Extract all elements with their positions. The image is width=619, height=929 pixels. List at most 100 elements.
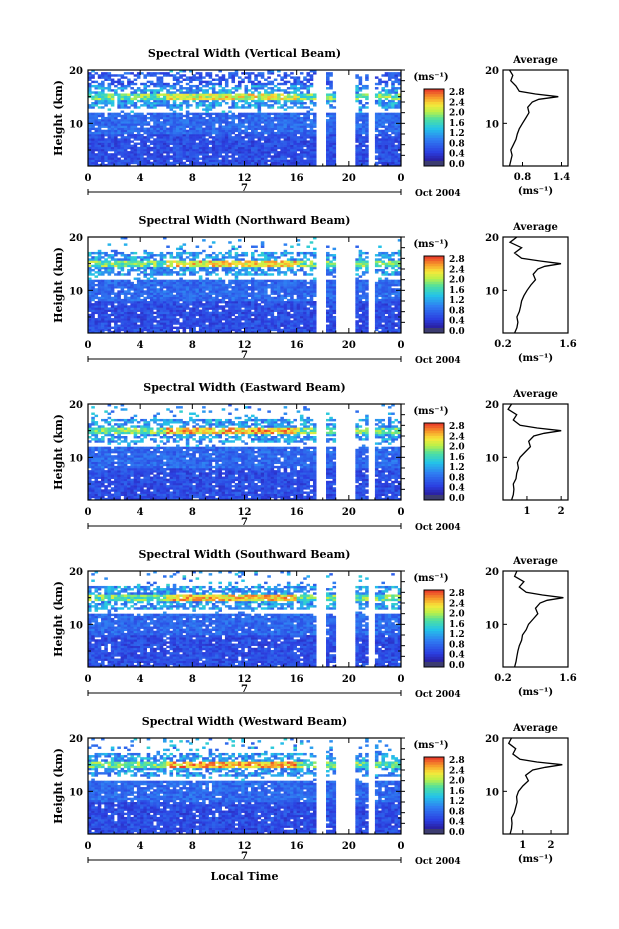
heatmap-cell: [120, 281, 125, 285]
heatmap-cell: [286, 153, 291, 156]
heatmap-cell: [162, 97, 167, 101]
heatmap-cell: [107, 313, 112, 317]
heatmap-cell: [260, 159, 265, 163]
heatmap-cell: [257, 296, 262, 300]
heatmap-cell: [247, 93, 252, 96]
heatmap-cell: [198, 161, 203, 165]
heatmap-cell: [114, 138, 118, 141]
heatmap-cell: [267, 328, 271, 332]
heatmap-cell: [195, 76, 200, 79]
heatmap-cell: [94, 153, 99, 156]
heatmap-cell: [270, 324, 275, 327]
heatmap-cell: [264, 260, 268, 263]
heatmap-cell: [192, 112, 196, 116]
heatmap-cell: [397, 134, 402, 137]
heatmap-cell: [293, 144, 297, 148]
heatmap-cell: [241, 123, 245, 126]
heatmap-cell: [179, 292, 183, 295]
heatmap-cell: [283, 108, 288, 111]
heatmap-cell: [290, 84, 294, 88]
heatmap-cell: [251, 318, 255, 321]
heatmap-cell: [208, 322, 213, 325]
heatmap-cell: [231, 311, 236, 315]
heatmap-cell: [273, 84, 278, 88]
heatmap-cell: [224, 161, 229, 165]
heatmap-cell: [296, 138, 301, 141]
heatmap-cell: [215, 322, 219, 325]
heatmap-cell: [101, 76, 105, 79]
heatmap-cell: [117, 119, 121, 122]
heatmap-cell: [117, 258, 121, 261]
heatmap-cell: [153, 121, 157, 124]
heatmap-cell: [166, 116, 170, 120]
heatmap-cell: [189, 80, 193, 84]
heatmap-cell: [378, 142, 382, 145]
heatmap-cell: [159, 131, 164, 135]
heatmap-cell: [355, 97, 359, 101]
heatmap-cell: [189, 121, 193, 124]
heatmap-cell: [254, 303, 258, 306]
heatmap-cell: [264, 148, 268, 152]
heatmap-cell: [244, 114, 249, 118]
heatmap-cell: [277, 290, 281, 293]
heatmap-cell: [211, 157, 216, 160]
heatmap-cell: [146, 155, 151, 158]
heatmap-cell: [107, 322, 112, 325]
heatmap-cell: [94, 301, 99, 304]
heatmap-cell: [237, 318, 242, 321]
heatmap-cell: [208, 301, 213, 304]
heatmap-cell: [88, 303, 92, 306]
heatmap-cell: [104, 134, 108, 137]
heatmap-cell: [309, 121, 314, 124]
heatmap-cell: [130, 258, 134, 261]
heatmap-cell: [361, 163, 366, 167]
heatmap-cell: [273, 89, 278, 92]
heatmap-cell: [361, 84, 366, 88]
heatmap-cell: [374, 95, 379, 99]
heatmap-cell: [195, 89, 200, 92]
heatmap-cell: [153, 326, 157, 330]
heatmap-cell: [332, 146, 337, 150]
heatmap-cell: [120, 119, 125, 122]
heatmap-cell: [270, 159, 275, 163]
heatmap-cell: [277, 161, 281, 165]
heatmap-cell: [280, 114, 284, 118]
heatmap-cell: [221, 121, 226, 124]
heatmap-cell: [136, 292, 141, 295]
heatmap-cell: [260, 93, 265, 96]
heatmap-cell: [149, 303, 154, 306]
heatmap-cell: [159, 138, 164, 141]
heatmap-cell: [387, 106, 392, 109]
heatmap-cell: [189, 290, 193, 293]
heatmap-cell: [257, 273, 262, 276]
heatmap-cell: [195, 256, 200, 259]
heatmap-cell: [205, 119, 209, 122]
heatmap-cell: [221, 159, 226, 163]
heatmap-cell: [374, 148, 379, 152]
heatmap-cell: [326, 125, 330, 128]
heatmap-cell: [286, 116, 291, 120]
heatmap-cell: [162, 330, 167, 334]
heatmap-cell: [365, 87, 369, 90]
heatmap-cell: [296, 142, 301, 145]
heatmap-cell: [182, 97, 187, 101]
heatmap-cell: [192, 269, 196, 272]
heatmap-cell: [365, 129, 369, 133]
heatmap-cell: [130, 99, 134, 103]
heatmap-cell: [221, 119, 226, 122]
heatmap-cell: [198, 251, 203, 255]
heatmap-cell: [215, 303, 219, 306]
heatmap-cell: [251, 256, 255, 259]
heatmap-cell: [326, 157, 330, 160]
heatmap-cell: [133, 82, 138, 86]
heatmap-cell: [273, 102, 278, 105]
heatmap-cell: [365, 134, 369, 137]
heatmap-cell: [264, 307, 268, 310]
heatmap-cell: [146, 153, 151, 156]
heatmap-cell: [221, 305, 226, 308]
heatmap-cell: [241, 99, 245, 103]
heatmap-cell: [97, 322, 102, 325]
heatmap-cell: [257, 116, 262, 120]
heatmap-cell: [91, 119, 95, 122]
heatmap-cell: [309, 155, 314, 158]
